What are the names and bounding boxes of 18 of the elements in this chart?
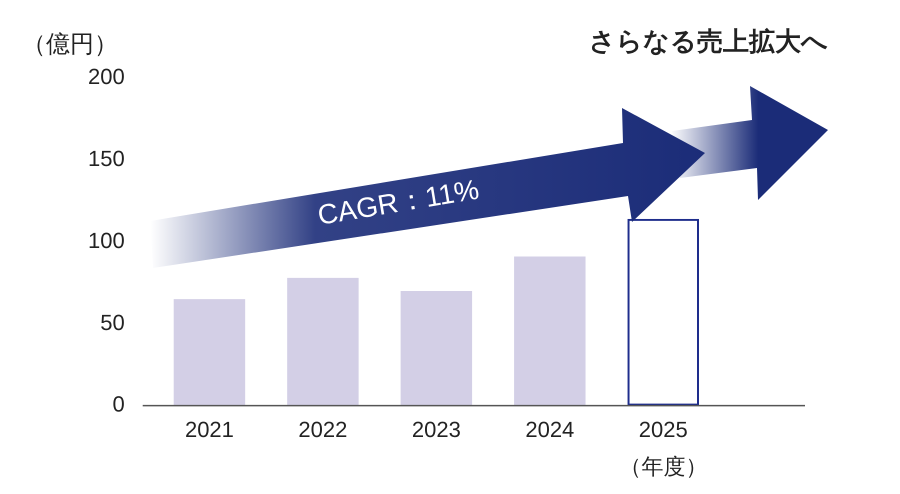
- y-tick-label: 0: [112, 392, 125, 417]
- y-tick-label: 100: [88, 228, 125, 253]
- x-tick-label: 2024: [525, 416, 574, 442]
- bar: [514, 256, 586, 406]
- x-tick-label: 2021: [184, 416, 234, 442]
- y-tick-label: 50: [100, 310, 125, 335]
- x-tick-label: 2022: [298, 416, 348, 442]
- x-tick-label: 2025: [638, 416, 688, 442]
- text: さらなる売上拡大へ: [589, 25, 828, 58]
- bar: [400, 290, 472, 406]
- y-axis-title: （億円）: [22, 30, 118, 60]
- bar: [287, 278, 359, 406]
- y-tick-label: 200: [88, 64, 125, 90]
- y-tick-label: 150: [88, 146, 125, 171]
- bar: [174, 299, 246, 406]
- x-axis-title: （年度）: [619, 453, 708, 481]
- annotation: CAGR：11%: [315, 174, 482, 231]
- x-tick-label: 2023: [412, 416, 461, 442]
